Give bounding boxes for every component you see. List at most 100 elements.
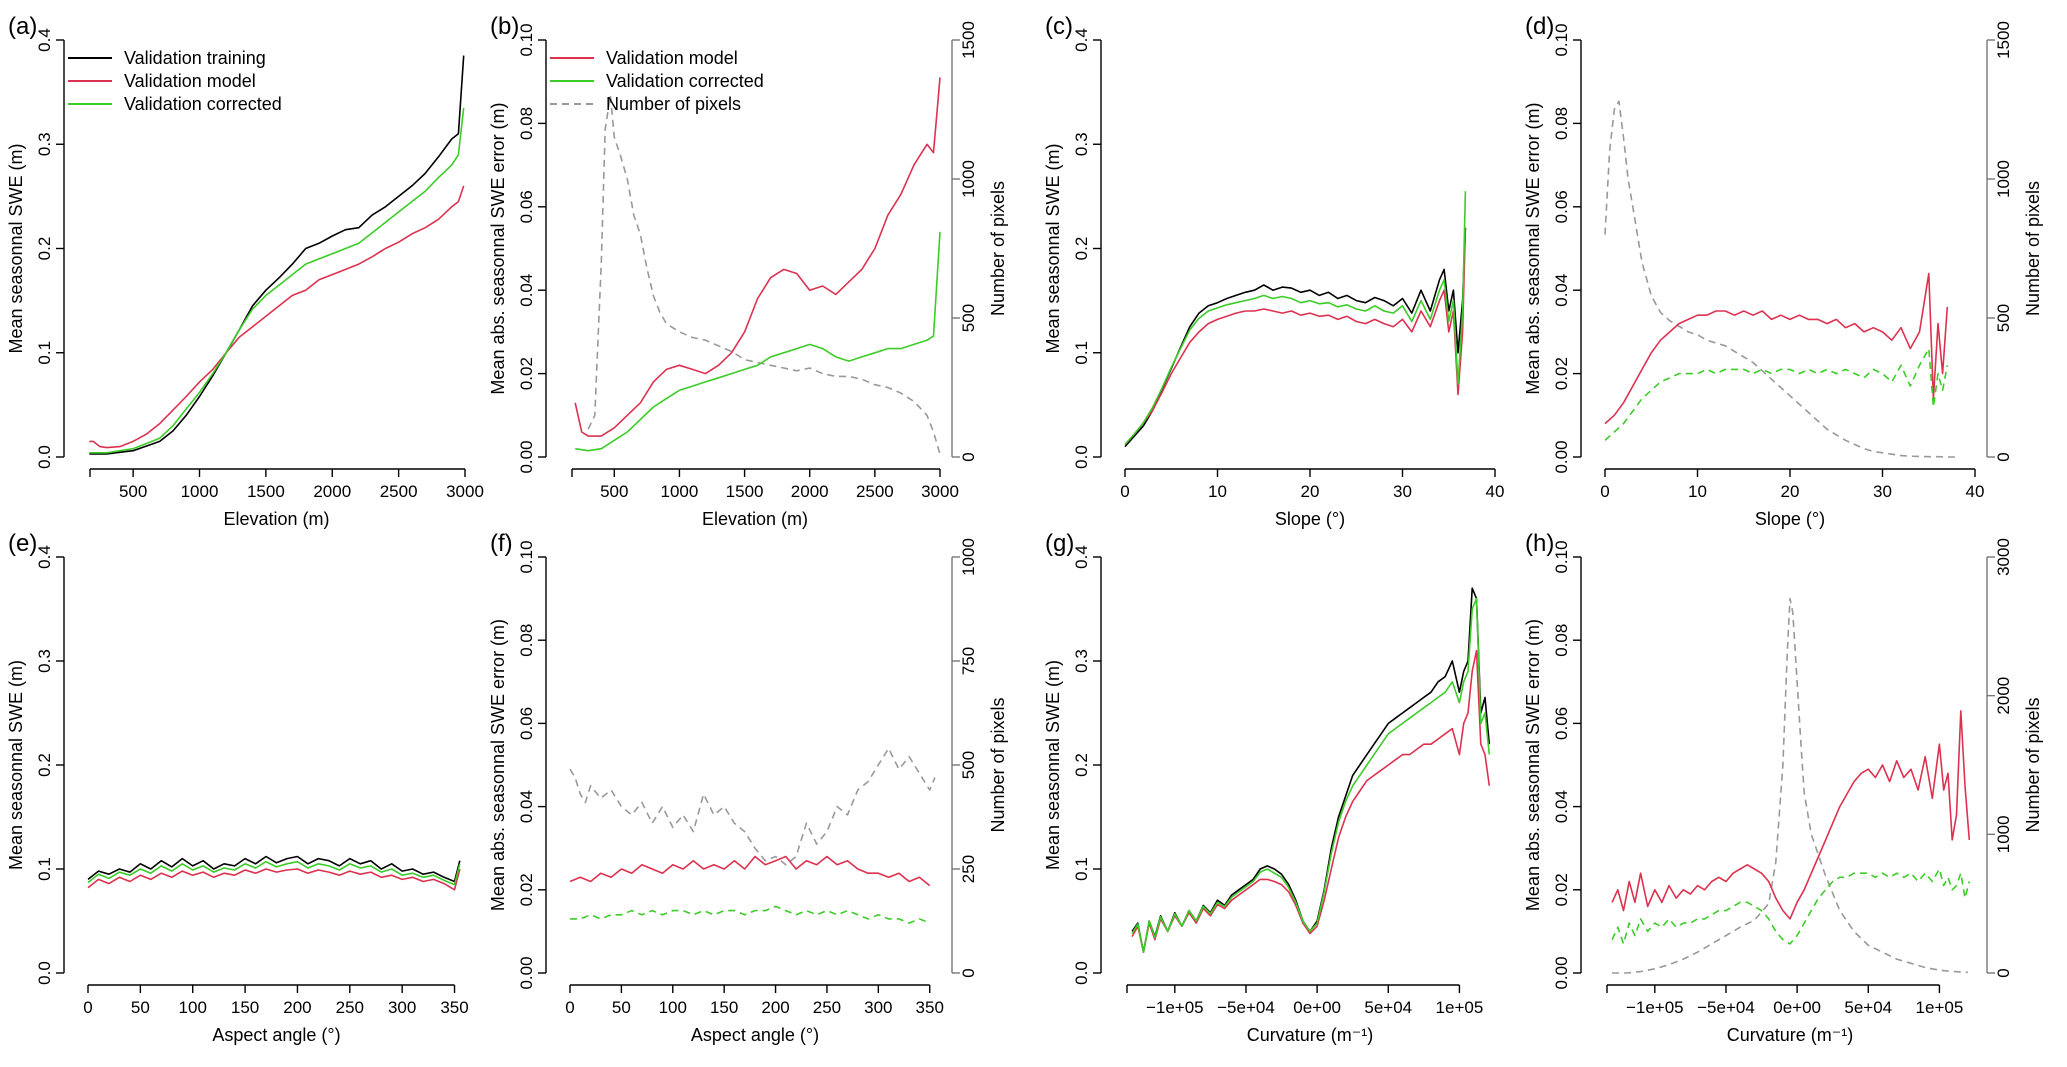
x-tick-label: 0 — [1120, 482, 1129, 501]
series-training — [89, 55, 465, 455]
y-tick-label: 0.06 — [517, 707, 536, 740]
x-axis-label: Curvature (m⁻¹) — [1727, 1025, 1854, 1045]
y-tick-label: 0.1 — [35, 857, 54, 881]
y2-axis-label: Number of pixels — [2023, 697, 2043, 832]
x-tick-label: 20 — [1301, 482, 1320, 501]
legend: Validation training Validation model Valid… — [68, 48, 282, 114]
x-tick-label: 200 — [761, 998, 789, 1017]
axes-a: 0.0 0.1 0.2 0.3 0.4 500 1000 1500 2000 2500 3000 — [35, 28, 484, 501]
y-tick-label: 0.06 — [1552, 190, 1571, 223]
y-tick-label: 0.2 — [35, 237, 54, 261]
series-corrected — [575, 231, 941, 452]
panel-g: 0.0 0.1 0.2 0.3 0.4 −1e+05 −5e+04 0e+00 5e+04 1e+… — [1043, 530, 1491, 1045]
panel-label: (f) — [490, 530, 513, 557]
x-tick-label: 2500 — [856, 482, 894, 501]
x-axis-label: Aspect angle (°) — [212, 1025, 340, 1045]
series-model — [574, 77, 941, 437]
x-axis-label: Elevation (m) — [702, 509, 808, 529]
series-model — [1611, 710, 1971, 920]
axes-e: 0.0 0.1 0.2 0.3 0.4 0 50 100 150 200 250 300 350 — [35, 545, 469, 1017]
x-tick-label: 50 — [131, 998, 150, 1017]
y-tick-label: 0.4 — [1072, 28, 1091, 52]
x-tick-label: 1e+05 — [1916, 998, 1964, 1017]
x-tick-label: 50 — [612, 998, 631, 1017]
series-corrected — [1611, 868, 1971, 945]
y-tick-label: 0.08 — [1552, 107, 1571, 140]
x-tick-label: 350 — [440, 998, 468, 1017]
y-tick-label: 0.3 — [1072, 132, 1091, 156]
y-tick-label: 0.1 — [35, 341, 54, 365]
panel-label: (h) — [1525, 530, 1554, 557]
y-tick-label: 0.06 — [517, 190, 536, 223]
series-training — [1131, 587, 1491, 954]
y-tick-label: 0.08 — [1552, 624, 1571, 657]
x-tick-label: 500 — [600, 482, 628, 501]
x-tick-label: 300 — [388, 998, 416, 1017]
series-pixels — [1604, 100, 1957, 458]
series-corrected — [1124, 191, 1467, 446]
y-tick-label: 0.00 — [517, 440, 536, 473]
y-tick-label: 0.1 — [1072, 857, 1091, 881]
right-axis-h: 0 1000 2000 3000 — [1986, 538, 2013, 978]
series-model — [1604, 272, 1949, 425]
panel-f: 0.00 0.02 0.04 0.06 0.08 0.10 0 50 100 150 200 250 3… — [488, 530, 1008, 1045]
panel-label: (a) — [8, 13, 37, 40]
axes-b: 0.00 0.02 0.04 0.06 0.08 0.10 500 1000 1500 2000 2… — [517, 23, 959, 501]
y-tick-label: 0.2 — [35, 753, 54, 777]
legend-label: Validation model — [124, 71, 256, 91]
y2-tick-label: 0 — [959, 968, 978, 977]
y-axis-label: Mean abs. seasonnal SWE error (m) — [488, 619, 508, 911]
x-tick-label: −1e+05 — [1146, 998, 1204, 1017]
x-tick-label: 1e+05 — [1436, 998, 1484, 1017]
y2-axis-label: Number of pixels — [2023, 181, 2043, 316]
y-tick-label: 0.10 — [517, 540, 536, 573]
y-tick-label: 0.02 — [1552, 357, 1571, 390]
y-tick-label: 0.0 — [35, 961, 54, 985]
y2-tick-label: 500 — [1994, 304, 2013, 332]
y-tick-label: 0.04 — [1552, 274, 1571, 307]
y-tick-label: 0.02 — [517, 873, 536, 906]
y-tick-label: 0.1 — [1072, 341, 1091, 365]
y-tick-label: 0.04 — [517, 790, 536, 823]
x-tick-label: 1000 — [181, 482, 219, 501]
axes-f: 0.00 0.02 0.04 0.06 0.08 0.10 0 50 100 150 200 250 3… — [517, 540, 944, 1017]
series-pixels — [587, 94, 941, 455]
y-axis-label: Mean abs. seasonnal SWE error (m) — [488, 102, 508, 394]
y-tick-label: 0.04 — [1552, 790, 1571, 823]
x-tick-label: 10 — [1208, 482, 1227, 501]
panel-c: 0.0 0.1 0.2 0.3 0.4 0 10 20 30 40 Slope (°) Mean se… — [1043, 13, 1504, 529]
x-tick-label: 250 — [813, 998, 841, 1017]
series-corrected — [87, 860, 461, 886]
y-tick-label: 0.00 — [517, 956, 536, 989]
x-tick-label: 20 — [1781, 482, 1800, 501]
y-tick-label: 0.2 — [1072, 753, 1091, 777]
x-tick-label: 30 — [1873, 482, 1892, 501]
y2-tick-label: 2000 — [1994, 677, 2013, 715]
panel-a: 0.0 0.1 0.2 0.3 0.4 500 1000 1500 2000 2500 3000 El… — [6, 13, 484, 529]
series-pixels — [1612, 597, 1968, 974]
series-training — [1124, 227, 1467, 448]
y-axis-label: Mean seasonnal SWE (m) — [6, 143, 26, 353]
axes-h: 0.00 0.02 0.04 0.06 0.08 0.10 −1e+05 −5e+04 0e+0… — [1552, 540, 1963, 1017]
x-tick-label: 30 — [1393, 482, 1412, 501]
x-tick-label: 150 — [231, 998, 259, 1017]
y-tick-label: 0.3 — [35, 649, 54, 673]
y-tick-label: 0.4 — [35, 28, 54, 52]
y2-tick-label: 250 — [959, 855, 978, 883]
y2-tick-label: 500 — [959, 751, 978, 779]
legend-label: Number of pixels — [606, 94, 741, 114]
right-axis-b: 0 500 1000 1500 — [951, 21, 978, 462]
x-tick-label: 1500 — [247, 482, 285, 501]
y-tick-label: 0.3 — [1072, 649, 1091, 673]
x-tick-label: 500 — [119, 482, 147, 501]
y-tick-label: 0.3 — [35, 132, 54, 156]
y2-tick-label: 1500 — [1994, 21, 2013, 59]
y2-tick-label: 1000 — [1994, 815, 2013, 853]
x-tick-label: 3000 — [921, 482, 959, 501]
right-axis-f: 0 250 500 750 1000 — [951, 538, 978, 978]
series-model — [87, 868, 461, 891]
y2-tick-label: 1000 — [959, 160, 978, 198]
x-tick-label: 200 — [283, 998, 311, 1017]
y-tick-label: 0.10 — [517, 23, 536, 56]
panel-label: (c) — [1045, 13, 1073, 40]
